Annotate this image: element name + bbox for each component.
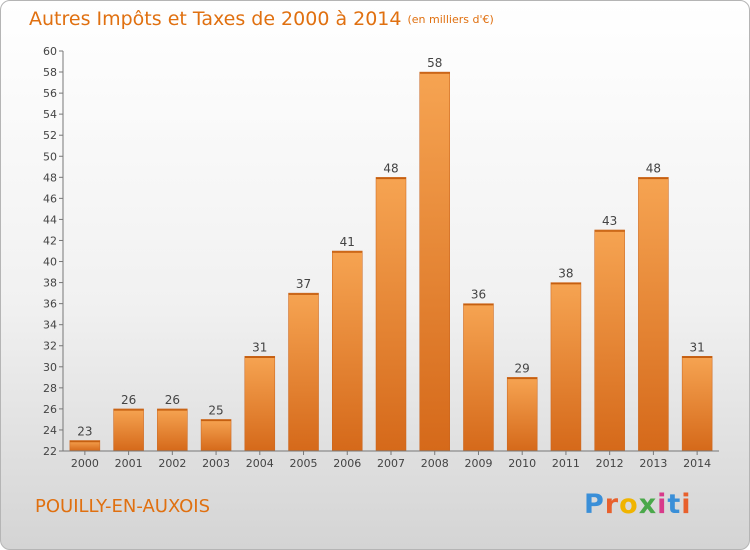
x-tick-label-2010: 2010 bbox=[508, 457, 536, 470]
y-tick-label: 24 bbox=[43, 424, 57, 437]
title-text: Autres Impôts et Taxes de 2000 à 2014 bbox=[29, 8, 402, 30]
bar-2010 bbox=[506, 377, 538, 452]
y-tick-label: 50 bbox=[43, 150, 57, 163]
logo-letter: P bbox=[584, 489, 605, 520]
y-tick-label: 34 bbox=[43, 319, 57, 332]
data-label-2011: 38 bbox=[558, 267, 573, 281]
logo-letter: i bbox=[681, 489, 692, 520]
x-tick-label-2000: 2000 bbox=[71, 457, 99, 470]
x-tick-label-2006: 2006 bbox=[333, 457, 361, 470]
x-tick-label-2009: 2009 bbox=[464, 457, 492, 470]
bar-2002 bbox=[157, 408, 188, 452]
x-tick-label-2007: 2007 bbox=[377, 457, 405, 470]
bars: 23 26 26 25 31 37 41 48 58 36 29 38 43 48 31 bbox=[69, 56, 713, 452]
bar-2009 bbox=[463, 303, 494, 452]
data-label-2002: 26 bbox=[165, 393, 180, 407]
data-label-2005: 37 bbox=[296, 277, 311, 291]
bar-2004 bbox=[244, 356, 276, 452]
y-tick-label: 32 bbox=[43, 340, 57, 353]
y-tick-label: 36 bbox=[43, 298, 57, 311]
bar-2013 bbox=[638, 177, 669, 452]
bar-2006 bbox=[332, 250, 363, 452]
bar-2001 bbox=[113, 408, 144, 452]
x-tick-label-2004: 2004 bbox=[246, 457, 274, 470]
y-tick-label: 48 bbox=[43, 171, 57, 184]
data-label-2003: 25 bbox=[208, 403, 223, 417]
data-label-2000: 23 bbox=[77, 424, 92, 438]
x-tick-label-2011: 2011 bbox=[552, 457, 580, 470]
data-label-2007: 48 bbox=[383, 161, 398, 175]
y-tick-label: 54 bbox=[43, 108, 57, 121]
bar-2005 bbox=[288, 292, 319, 452]
data-label-2004: 31 bbox=[252, 340, 267, 354]
bar-2012 bbox=[594, 229, 625, 452]
data-label-2006: 41 bbox=[340, 235, 355, 249]
x-tick-label-2008: 2008 bbox=[421, 457, 449, 470]
x-tick-label-2012: 2012 bbox=[596, 457, 624, 470]
y-tick-label: 46 bbox=[43, 192, 57, 205]
commune-name: POUILLY-EN-AUXOIS bbox=[35, 496, 211, 517]
x-tick-label-2001: 2001 bbox=[115, 457, 143, 470]
x-tick-label-2005: 2005 bbox=[290, 457, 318, 470]
logo-letter: o bbox=[619, 489, 639, 520]
x-tick-label-2014: 2014 bbox=[683, 457, 711, 470]
y-tick-label: 26 bbox=[43, 403, 57, 416]
data-label-2014: 31 bbox=[689, 340, 704, 354]
data-label-2010: 29 bbox=[515, 361, 530, 375]
proxiti-logo[interactable]: Proxiti bbox=[584, 489, 692, 520]
x-tick-label-2002: 2002 bbox=[158, 457, 186, 470]
data-label-2012: 43 bbox=[602, 214, 617, 228]
bar-2011 bbox=[550, 282, 582, 452]
logo-letter: t bbox=[667, 489, 682, 520]
data-label-2001: 26 bbox=[121, 393, 136, 407]
x-tick-label-2013: 2013 bbox=[639, 457, 667, 470]
y-tick-label: 52 bbox=[43, 129, 57, 142]
logo-letter: x bbox=[638, 489, 658, 520]
y-tick-label: 28 bbox=[43, 382, 57, 395]
y-tick-label: 60 bbox=[43, 45, 57, 58]
bar-2003 bbox=[200, 419, 232, 452]
bar-2007 bbox=[375, 177, 407, 452]
bar-2014 bbox=[681, 356, 713, 452]
chart-title: Autres Impôts et Taxes de 2000 à 2014 (en… bbox=[29, 8, 494, 30]
title-unit: (en milliers d'€) bbox=[407, 13, 494, 26]
y-tick-label: 38 bbox=[43, 277, 57, 290]
y-tick-label: 58 bbox=[43, 66, 57, 79]
logo-letter: r bbox=[604, 489, 620, 520]
y-tick-label: 56 bbox=[43, 87, 57, 100]
y-tick-label: 40 bbox=[43, 256, 57, 269]
y-tick-label: 22 bbox=[43, 445, 57, 458]
y-tick-label: 30 bbox=[43, 361, 57, 374]
y-axis: 22 24 26 28 30 32 34 36 38 40 42 44 46 48 50 52 54 56 58 60 bbox=[43, 45, 64, 458]
data-label-2013: 48 bbox=[646, 161, 661, 175]
x-tick-label-2003: 2003 bbox=[202, 457, 230, 470]
x-axis: 2000 2001 2002 2003 2004 2005 2006 2007 2008 2009… bbox=[63, 450, 719, 470]
data-label-2008: 58 bbox=[427, 56, 442, 70]
data-label-2009: 36 bbox=[471, 288, 486, 302]
logo-letter: i bbox=[657, 489, 668, 520]
y-tick-label: 44 bbox=[43, 213, 57, 226]
y-tick-label: 42 bbox=[43, 234, 57, 247]
bar-2008 bbox=[419, 71, 450, 452]
